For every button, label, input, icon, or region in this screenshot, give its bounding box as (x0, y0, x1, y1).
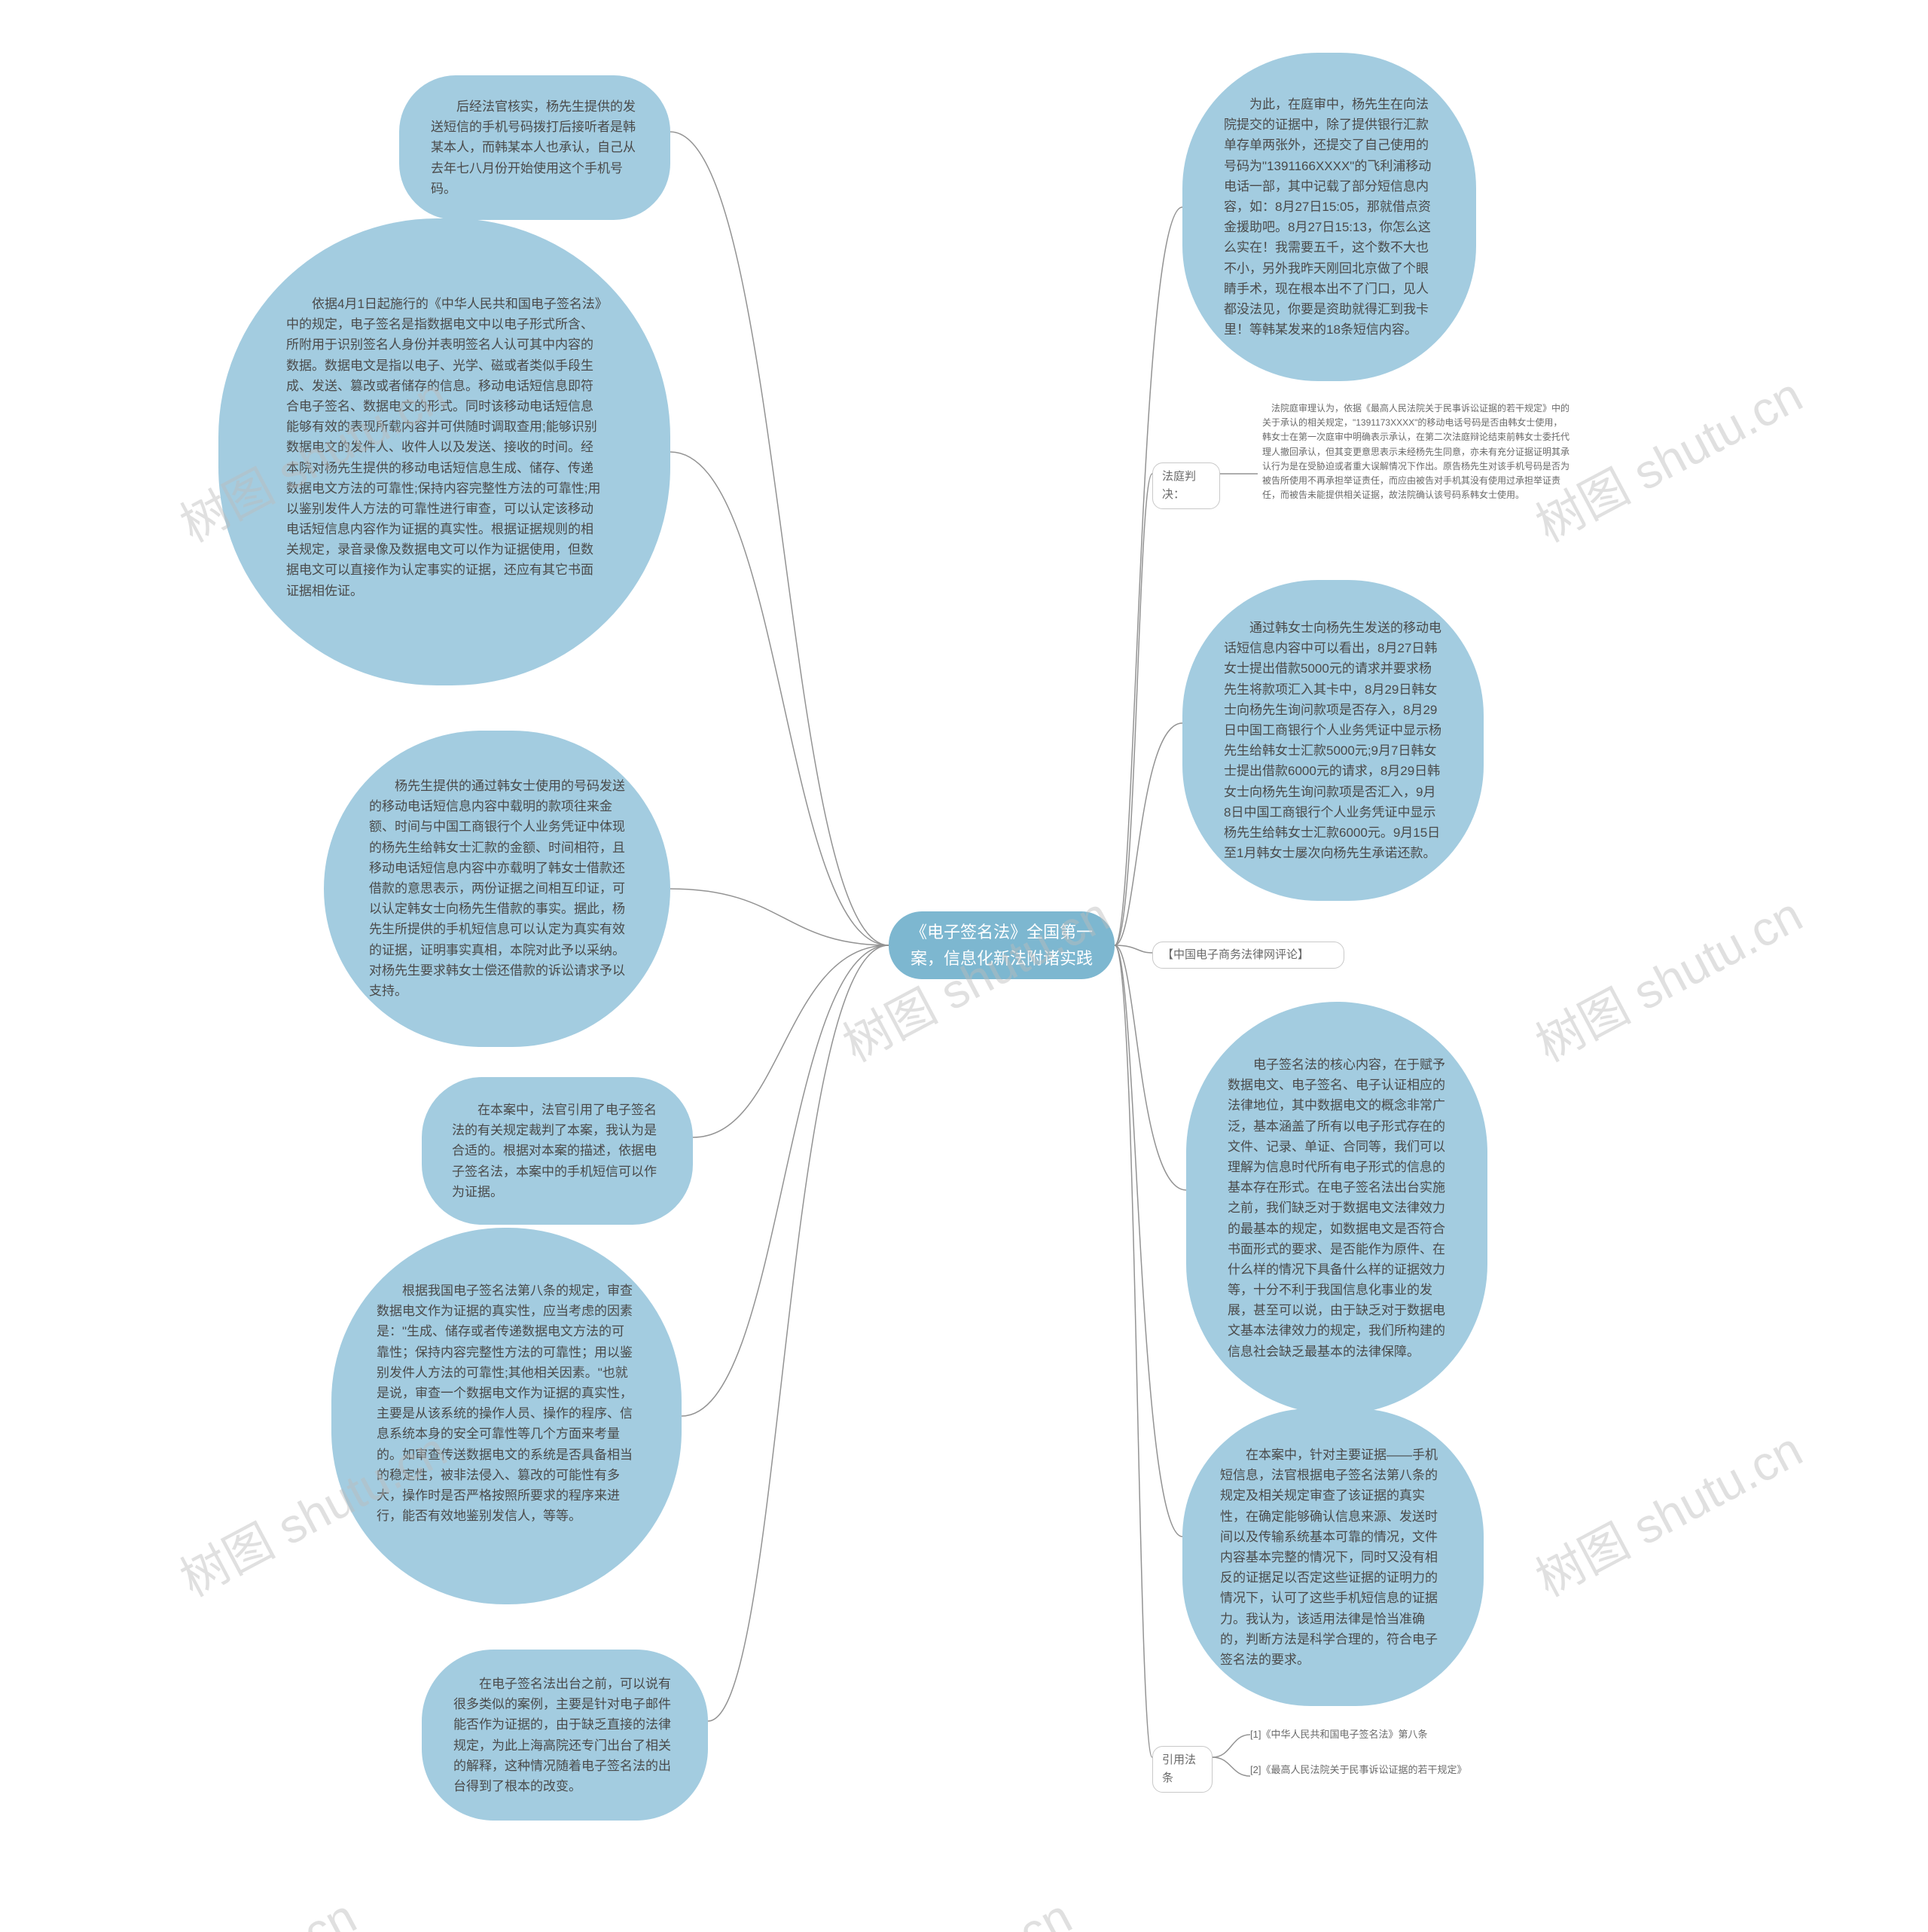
node-R7a: [1]《中华人民共和国电子签名法》第八条 (1250, 1727, 1514, 1744)
node-R2a: 法庭判决： (1152, 462, 1220, 509)
node-R7b: [2]《最高人民法院关于民事诉讼证据的若干规定》 (1250, 1763, 1536, 1793)
node-R3: 通过韩女士向杨先生发送的移动电话短信息内容中可以看出，8月27日韩女士提出借款5… (1182, 580, 1484, 901)
node-R6: 在本案中，针对主要证据——手机短信息，法官根据电子签名法第八条的规定及相关规定审… (1182, 1409, 1484, 1706)
node-L5: 根据我国电子签名法第八条的规定，审查数据电文作为证据的真实性，应当考虑的因素是：… (331, 1228, 682, 1604)
node-R1: 为此，在庭审中，杨先生在向法院提交的证据中，除了提供银行汇款单存单两张外，还提交… (1182, 53, 1476, 381)
node-L4: 在本案中，法官引用了电子签名法的有关规定裁判了本案，我认为是合适的。根据对本案的… (422, 1077, 693, 1225)
node-L3: 杨先生提供的通过韩女士使用的号码发送的移动电话短信息内容中载明的款项往来金额、时… (324, 731, 670, 1047)
node-R2b: 法院庭审理认为，依据《最高人民法院关于民事诉讼证据的若干规定》中的关于承认的相关… (1258, 397, 1574, 551)
center-topic: 《电子签名法》全国第一 案，信息化新法附诸实践 (889, 911, 1115, 979)
node-R5: 电子签名法的核心内容，在于赋予数据电文、电子签名、电子认证相应的法律地位，其中数… (1186, 1002, 1487, 1415)
node-L6: 在电子签名法出台之前，可以说有很多类似的案例，主要是针对电子邮件能否作为证据的，… (422, 1650, 708, 1821)
watermark: 树图 shutu.cn (792, 1879, 1082, 1932)
watermark: 树图 shutu.cn (1522, 1412, 1813, 1610)
watermark: 树图 shutu.cn (76, 1879, 367, 1932)
mindmap-canvas: 《电子签名法》全国第一 案，信息化新法附诸实践 后经法官核实，杨先生提供的发送短… (0, 0, 1928, 1932)
node-R7: 引用法条 (1152, 1746, 1213, 1793)
watermark: 树图 shutu.cn (1522, 877, 1813, 1075)
node-L2: 依据4月1日起施行的《中华人民共和国电子签名法》中的规定，电子签名是指数据电文中… (218, 218, 670, 685)
node-R4: 【中国电子商务法律网评论】 (1152, 942, 1344, 969)
node-L1: 后经法官核实，杨先生提供的发送短信的手机号码拨打后接听者是韩某本人，而韩某本人也… (399, 75, 670, 220)
